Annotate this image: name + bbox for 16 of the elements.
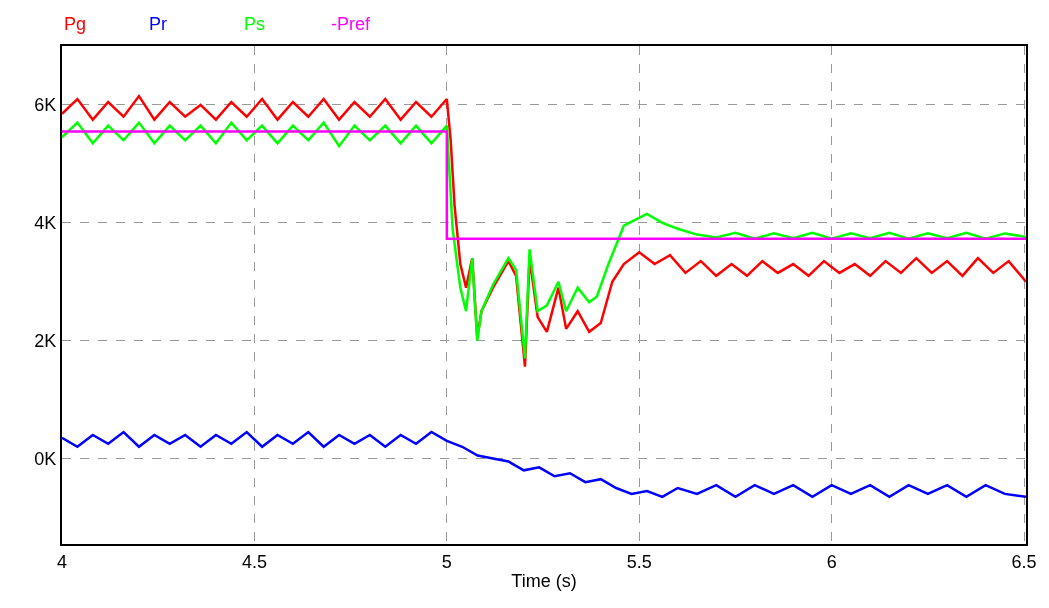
text: Pg	[64, 14, 87, 34]
y-tick-label: 0K	[34, 448, 57, 469]
x-tick-label: 6	[826, 551, 837, 572]
x-axis-title: Time (s)	[511, 571, 577, 592]
y-tick-label: 6K	[34, 95, 57, 116]
x-tick-label: 4	[56, 551, 68, 572]
y-tick-label: 2K	[34, 330, 57, 351]
x-tick-label: 5	[441, 551, 452, 572]
x-tick-label: 6.5	[1011, 551, 1037, 572]
y-tick-label: 4K	[34, 213, 57, 234]
text: Ps	[244, 14, 266, 34]
text: Pr	[149, 14, 168, 34]
line-series	[62, 430, 1026, 499]
text: -Pref	[331, 14, 371, 34]
x-tick-label: 5.5	[626, 551, 652, 572]
x-tick-label: 4.5	[241, 551, 267, 572]
